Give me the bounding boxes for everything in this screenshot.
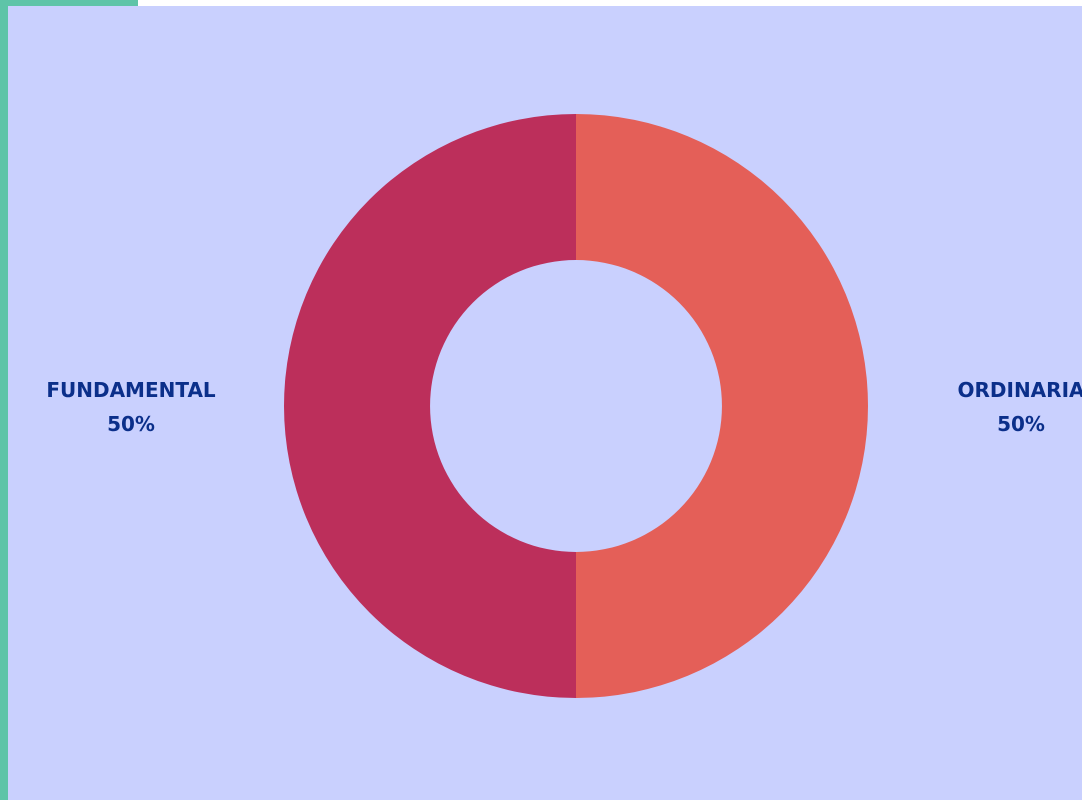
- frame-tab-accent: [0, 0, 138, 6]
- slice-label-percent: 50%: [997, 412, 1045, 436]
- slice-label-ordinaria: ORDINARIA 50%: [958, 378, 1082, 436]
- slice-label-fundamental: FUNDAMENTAL 50%: [46, 378, 216, 436]
- frame-top-strip: [138, 0, 1082, 6]
- slice-label-name: ORDINARIA: [958, 378, 1082, 402]
- slice-label-percent: 50%: [107, 412, 155, 436]
- donut-slice-ordinaria: [576, 114, 868, 698]
- donut-slice-fundamental: [284, 114, 576, 698]
- slice-label-name: FUNDAMENTAL: [46, 378, 216, 402]
